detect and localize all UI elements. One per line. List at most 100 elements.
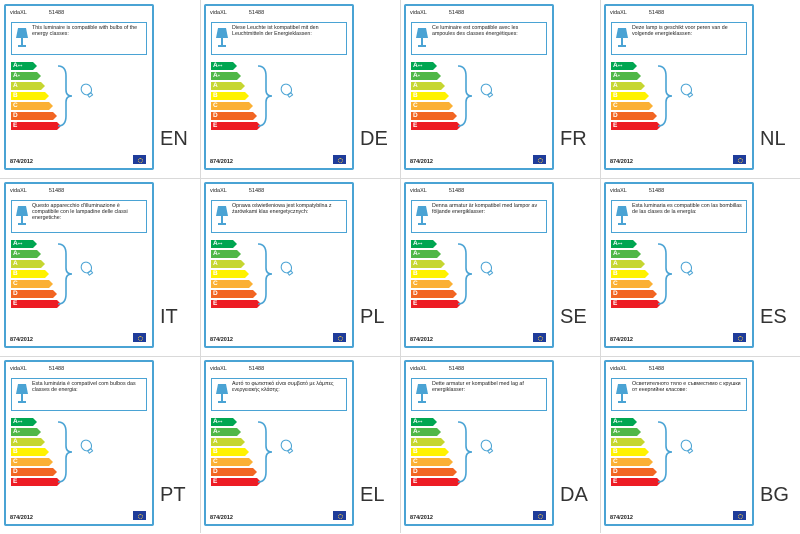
label-cell-de: vidaXL 51488 Diese Leuchte ist kompatibel … — [200, 0, 400, 178]
eu-flag-icon — [133, 333, 146, 342]
product-code: 51488 — [648, 10, 665, 16]
energy-class-bar: E — [211, 300, 261, 308]
energy-class-bar: C — [11, 102, 53, 110]
grid-divider-vertical — [600, 0, 601, 533]
energy-class-bar: B — [11, 448, 49, 456]
energy-class-bar: A+ — [411, 72, 441, 80]
compatibility-text-box: Esta luminária é compatível com bulbos d… — [11, 378, 147, 411]
language-code: NL — [760, 128, 786, 150]
compatibility-text-box: Dette armatur er kompatibel med lag af e… — [411, 378, 547, 411]
energy-class-bar: A — [611, 82, 645, 90]
energy-class-bar: B — [611, 270, 649, 278]
compatibility-text-box: Denna armatur är kompatibel med lampor a… — [411, 200, 547, 233]
regulation-number: 874/2012 — [210, 337, 233, 343]
product-code: 51488 — [448, 10, 465, 16]
energy-class-bar: A++ — [611, 418, 637, 426]
card-header: vidaXL 51488 — [610, 10, 686, 16]
energy-class-scale: A++ A+ A B C D E — [611, 418, 661, 488]
compatibility-text: Ce luminaire est compatible avec les amp… — [432, 25, 519, 37]
lamp-icon — [216, 28, 228, 47]
eu-flag-icon — [733, 333, 746, 342]
energy-class-bar: A++ — [411, 62, 437, 70]
compatibility-text: Oprawa oświetleniowa jest kompatybilna z… — [232, 203, 332, 215]
product-code: 51488 — [248, 10, 265, 16]
regulation-number: 874/2012 — [10, 337, 33, 343]
brand-name: vidaXL — [10, 10, 27, 16]
energy-class-bar: B — [611, 92, 649, 100]
product-code: 51488 — [248, 366, 265, 372]
energy-label-card: vidaXL 51488 Oprawa oświetleniowa jest kom… — [204, 182, 354, 348]
eu-flag-icon — [533, 511, 546, 520]
energy-class-bar: E — [411, 478, 461, 486]
compatibility-text-box: Deze lamp is geschikt voor peren van de … — [611, 22, 747, 55]
lamp-icon — [616, 28, 628, 47]
energy-label-card: vidaXL 51488 Denna armatur är kompatibel m… — [404, 182, 554, 348]
label-cell-en: vidaXL 51488 This luminaire is compatible … — [0, 0, 200, 178]
compatibility-text-box: Ce luminaire est compatible avec les amp… — [411, 22, 547, 55]
energy-label-card: vidaXL 51488 Diese Leuchte ist kompatibel … — [204, 4, 354, 170]
energy-class-bar: A+ — [211, 428, 241, 436]
eu-flag-icon — [333, 155, 346, 164]
language-code: PT — [160, 484, 186, 506]
energy-class-bar: A+ — [611, 72, 641, 80]
brace-bulb-icon — [57, 421, 94, 483]
brace-bulb-icon — [257, 243, 294, 305]
eu-flag-icon — [333, 333, 346, 342]
card-header: vidaXL 51488 — [210, 366, 286, 372]
regulation-number: 874/2012 — [610, 515, 633, 521]
brace-bulb-icon — [657, 421, 694, 483]
product-code: 51488 — [48, 366, 65, 372]
eu-flag-icon — [133, 155, 146, 164]
energy-class-bar: D — [11, 290, 57, 298]
energy-class-bar: D — [411, 112, 457, 120]
energy-class-bar: E — [11, 300, 61, 308]
compatibility-text-box: Oprawa oświetleniowa jest kompatybilna z… — [211, 200, 347, 233]
brand-name: vidaXL — [210, 366, 227, 372]
regulation-number: 874/2012 — [210, 515, 233, 521]
language-code: PL — [360, 306, 385, 328]
label-cell-bg: vidaXL 51488 Осветителното тяло е съвмести… — [600, 356, 800, 534]
lamp-icon — [416, 384, 428, 403]
energy-class-bar: A++ — [211, 62, 237, 70]
language-code: DE — [360, 128, 388, 150]
energy-class-bar: D — [611, 290, 657, 298]
compatibility-text: Αυτό το φωτιστικό είναι συμβατό με λάμπε… — [232, 381, 334, 393]
energy-class-bar: C — [11, 280, 53, 288]
energy-class-bar: A+ — [411, 428, 441, 436]
lamp-icon — [216, 384, 228, 403]
energy-label-card: vidaXL 51488 Esta luminária é compatível c… — [4, 360, 154, 526]
brace-bulb-icon — [457, 421, 494, 483]
lamp-icon — [616, 206, 628, 225]
brand-name: vidaXL — [610, 188, 627, 194]
brace-bulb-icon — [657, 243, 694, 305]
energy-class-bar: C — [211, 280, 253, 288]
brace-bulb-icon — [657, 65, 694, 127]
compatibility-text-box: This luminaire is compatible with bulbs … — [11, 22, 147, 55]
energy-class-bar: A+ — [211, 250, 241, 258]
brand-name: vidaXL — [410, 366, 427, 372]
energy-class-bar: E — [11, 478, 61, 486]
energy-class-bar: D — [211, 468, 257, 476]
energy-class-bar: D — [11, 112, 57, 120]
compatibility-text: This luminaire is compatible with bulbs … — [32, 25, 138, 37]
regulation-number: 874/2012 — [610, 337, 633, 343]
energy-class-scale: A++ A+ A B C D E — [411, 418, 461, 488]
product-code: 51488 — [648, 366, 665, 372]
energy-class-bar: B — [211, 92, 249, 100]
brace-bulb-icon — [257, 421, 294, 483]
energy-class-bar: C — [411, 102, 453, 110]
compatibility-text: Diese Leuchte ist kompatibel mit den Leu… — [232, 25, 319, 37]
energy-class-bar: A — [411, 438, 445, 446]
regulation-number: 874/2012 — [410, 515, 433, 521]
card-header: vidaXL 51488 — [610, 188, 686, 194]
energy-class-bar: A+ — [11, 428, 41, 436]
compatibility-text: Dette armatur er kompatibel med lag af e… — [432, 381, 524, 393]
brace-bulb-icon — [457, 243, 494, 305]
language-code: FR — [560, 128, 587, 150]
brace-bulb-icon — [57, 243, 94, 305]
label-cell-pt: vidaXL 51488 Esta luminária é compatível c… — [0, 356, 200, 534]
energy-class-bar: E — [611, 122, 661, 130]
language-code: IT — [160, 306, 178, 328]
brace-bulb-icon — [257, 65, 294, 127]
brand-name: vidaXL — [210, 10, 227, 16]
